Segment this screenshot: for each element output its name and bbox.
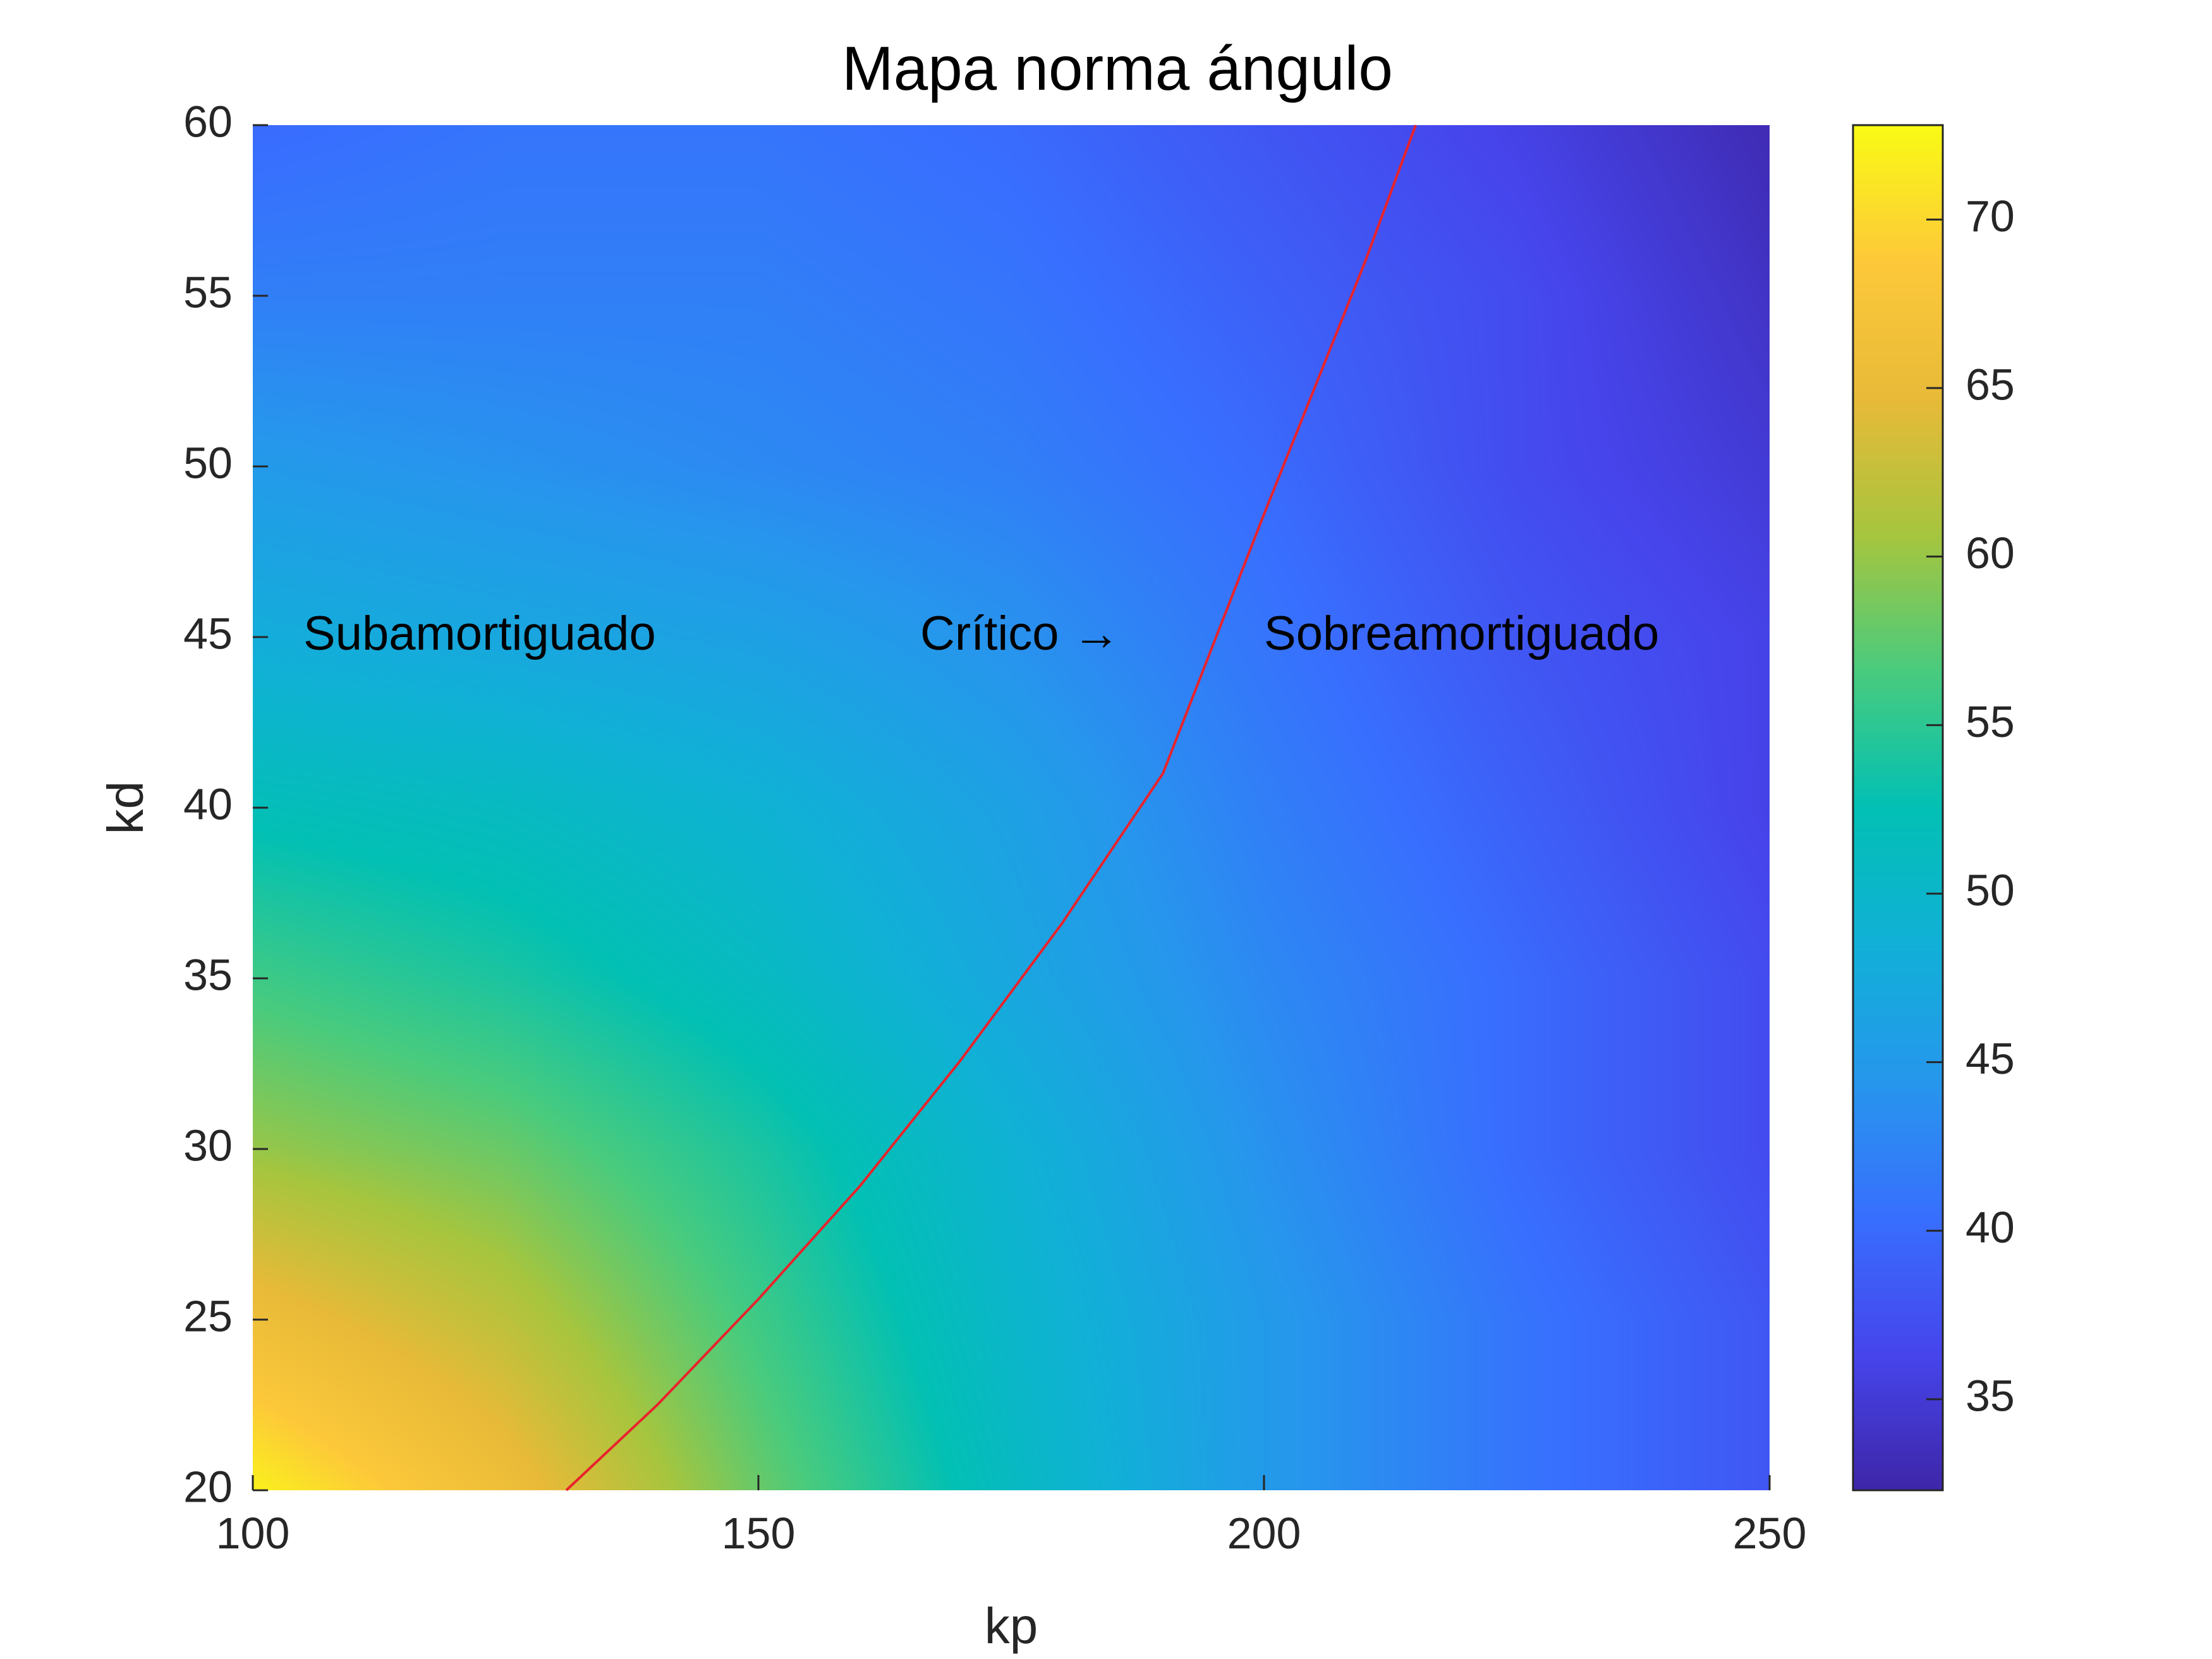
critical-curve bbox=[565, 125, 1417, 1492]
region-label: Crítico → bbox=[920, 607, 1121, 660]
region-label: Subamortiguado bbox=[303, 607, 656, 660]
chart-title: Mapa norma ángulo bbox=[842, 33, 1393, 103]
colorbar-frame bbox=[1852, 124, 1944, 1492]
y-tick-label: 40 bbox=[183, 779, 233, 829]
critical-curve-layer bbox=[565, 125, 1417, 1492]
colorbar-tick-label: 60 bbox=[1966, 528, 2015, 578]
colorbar-tick-label: 40 bbox=[1966, 1203, 2015, 1252]
colorbar-tick-label: 70 bbox=[1966, 191, 2015, 241]
colorbar-tick-label: 45 bbox=[1966, 1034, 2015, 1083]
x-tick-label: 250 bbox=[1733, 1509, 1807, 1558]
y-tick-label: 20 bbox=[183, 1462, 233, 1511]
x-tick-label: 150 bbox=[722, 1509, 796, 1558]
y-tick-label: 60 bbox=[183, 97, 233, 146]
region-label: Sobreamortiguado bbox=[1264, 607, 1659, 660]
colorbar: 35 40 45 50 55 60 65 70 bbox=[1852, 124, 2015, 1492]
heatmap-surface bbox=[253, 125, 1770, 1490]
x-tick-label: 200 bbox=[1227, 1509, 1301, 1558]
annotation-layer: Subamortiguado Crítico → Sobreamortiguado bbox=[303, 607, 1659, 660]
x-tick-label: 100 bbox=[216, 1509, 290, 1558]
colorbar-tick-label: 50 bbox=[1966, 865, 2015, 915]
y-tick-label: 50 bbox=[183, 438, 233, 487]
colorbar-tick-label: 35 bbox=[1966, 1371, 2015, 1420]
colorbar-tick-label: 55 bbox=[1966, 697, 2015, 746]
y-tick-label: 25 bbox=[183, 1291, 233, 1340]
y-tick-label: 55 bbox=[183, 267, 233, 317]
colorbar-gradient bbox=[1853, 125, 1943, 1490]
y-tick-label: 35 bbox=[183, 950, 233, 999]
y-axis-title: kd bbox=[97, 781, 154, 835]
y-tick-label: 30 bbox=[183, 1121, 233, 1170]
colorbar-tick-label: 65 bbox=[1966, 360, 2015, 409]
x-axis-title: kp bbox=[985, 1598, 1038, 1654]
y-tick-label: 45 bbox=[183, 609, 233, 658]
axes: 100 150 200 250 20 25 30 35 40 45 50 55 60 bbox=[183, 97, 1806, 1558]
